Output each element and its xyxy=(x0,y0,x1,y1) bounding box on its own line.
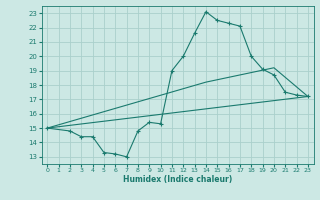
X-axis label: Humidex (Indice chaleur): Humidex (Indice chaleur) xyxy=(123,175,232,184)
